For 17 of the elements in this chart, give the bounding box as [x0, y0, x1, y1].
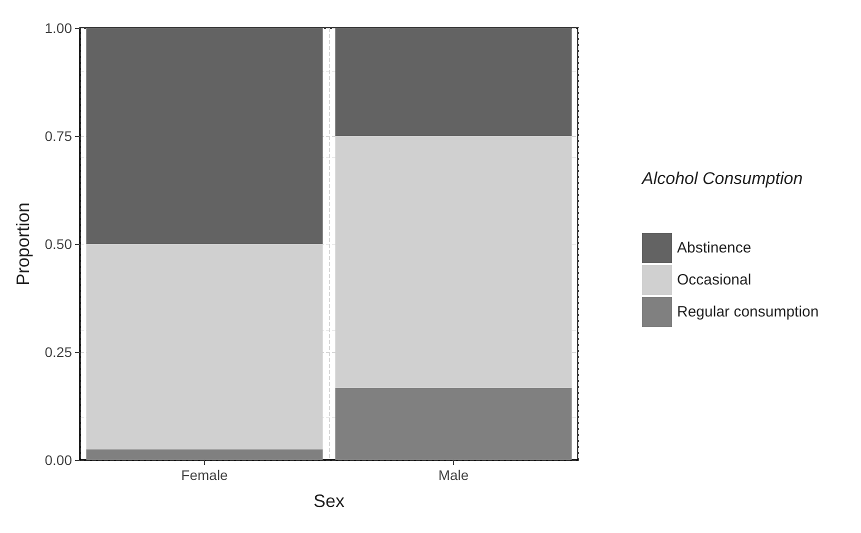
legend-label: Abstinence [677, 240, 752, 256]
legend-label: Regular consumption [677, 304, 819, 320]
legend-label: Occasional [677, 272, 752, 288]
x-tick-label: Male [438, 467, 469, 483]
bar [335, 28, 572, 136]
x-axis-title: Sex [313, 491, 345, 511]
y-tick-label: 0.75 [44, 128, 72, 144]
bar [86, 28, 323, 244]
y-tick-label: 0.50 [44, 236, 72, 252]
y-axis-title: Proportion [13, 202, 33, 286]
y-tick-label: 0.00 [44, 452, 72, 468]
y-tick-label: 0.25 [44, 344, 72, 360]
bar [86, 449, 323, 460]
bar [335, 388, 572, 460]
x-tick-label: Female [181, 467, 228, 483]
y-tick-label: 1.00 [44, 20, 72, 36]
legend-title: Alcohol Consumption [641, 169, 803, 188]
